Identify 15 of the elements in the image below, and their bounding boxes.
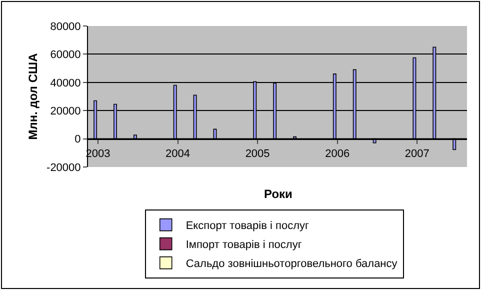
- y-tick-label: 20000: [50, 105, 81, 118]
- legend-label: Експорт товарів і послуг: [186, 220, 310, 232]
- legend-label: Імпорт товарів і послуг: [186, 239, 302, 252]
- y-tick-label: 60000: [50, 49, 81, 62]
- x-tick-label: 2004: [166, 148, 190, 160]
- y-tick-label: 80000: [50, 20, 81, 33]
- x-tick-label: 2006: [325, 148, 350, 160]
- x-axis-title: Роки: [264, 187, 292, 201]
- y-tick-label: 40000: [50, 77, 81, 90]
- y-axis-title: Млн. дол США: [26, 52, 40, 140]
- x-tick-label: 2005: [245, 148, 270, 160]
- y-tick-label: 0: [74, 134, 81, 146]
- x-tick-label: 2007: [404, 148, 430, 160]
- y-tick-label: -20000: [46, 162, 81, 174]
- legend-label: Сальдо зовнішньоторговельного балансу: [186, 258, 398, 270]
